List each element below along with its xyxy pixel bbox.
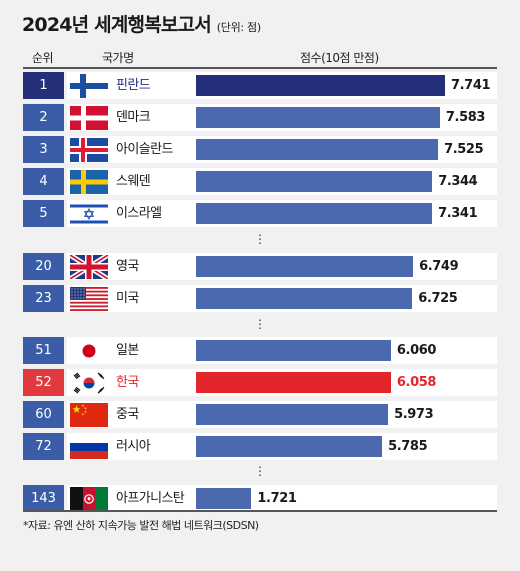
rank-badge: 72 <box>23 433 64 460</box>
score-bar <box>196 107 440 128</box>
score-label: 7.741 <box>451 78 491 93</box>
chart-title-text: 2024년 세계행복보고서 <box>22 14 212 36</box>
country-name: 중국 <box>116 407 139 422</box>
score-label: 5.973 <box>394 407 434 422</box>
country-name: 이스라엘 <box>116 206 162 221</box>
score-label: 1.721 <box>257 491 297 506</box>
country-name: 덴마크 <box>116 110 151 125</box>
header-score: 점수(10점 만점) <box>300 51 379 65</box>
iceland-flag-icon <box>70 138 108 162</box>
sweden-flag-icon <box>70 170 108 194</box>
afghanistan-flag-icon <box>70 487 108 511</box>
row-background <box>67 485 497 512</box>
score-label: 7.583 <box>445 110 486 125</box>
rank-badge: 20 <box>23 253 64 280</box>
chart-title: 2024년 세계행복보고서 (단위: 점) <box>22 10 261 37</box>
country-name: 영국 <box>116 259 139 274</box>
score-bar <box>196 139 439 160</box>
russia-flag-icon <box>70 435 108 459</box>
rank-badge: 23 <box>23 285 64 312</box>
country-name: 아이슬란드 <box>116 142 173 157</box>
rank-badge: 1 <box>23 72 64 99</box>
score-bar <box>196 488 252 509</box>
score-label: 6.725 <box>418 291 458 306</box>
score-bar <box>196 340 391 361</box>
score-bar <box>196 203 433 224</box>
score-label: 6.058 <box>396 375 437 390</box>
rank-badge: 51 <box>23 337 64 364</box>
country-name: 미국 <box>116 291 139 306</box>
source-note: *자료: 유엔 산하 지속가능 발전 해법 네트워크(SDSN) <box>23 519 259 532</box>
score-bar <box>196 404 389 425</box>
korea-flag-icon <box>70 371 108 395</box>
usa-flag-icon <box>70 287 108 311</box>
score-label: 5.785 <box>388 439 428 454</box>
rank-badge: 3 <box>23 136 64 163</box>
denmark-flag-icon <box>70 106 108 130</box>
rank-badge: 143 <box>23 485 64 512</box>
rank-badge: 5 <box>23 200 64 227</box>
country-name: 일본 <box>116 343 139 358</box>
score-label: 6.749 <box>419 259 459 274</box>
header-rank: 순위 <box>32 51 54 65</box>
rank-badge: 60 <box>23 401 64 428</box>
ellipsis-marker: ⋮ <box>254 317 266 331</box>
country-name: 러시아 <box>116 439 151 454</box>
country-name: 핀란드 <box>116 78 151 93</box>
score-label: 6.060 <box>396 343 437 358</box>
finland-flag-icon <box>70 74 108 98</box>
header-country: 국가명 <box>102 51 134 65</box>
country-name: 스웨덴 <box>116 174 151 189</box>
unit-note: (단위: 점) <box>216 21 261 34</box>
score-bar <box>196 171 433 192</box>
score-bar <box>196 288 413 309</box>
rank-badge: 2 <box>23 104 64 131</box>
rank-badge: 4 <box>23 168 64 195</box>
score-label: 7.341 <box>438 206 478 221</box>
ellipsis-marker: ⋮ <box>254 232 266 246</box>
uk-flag-icon <box>70 255 108 279</box>
score-label: 7.525 <box>444 142 484 157</box>
japan-flag-icon <box>70 339 108 363</box>
score-bar <box>196 75 445 96</box>
country-name: 한국 <box>116 375 139 390</box>
score-bar <box>196 436 383 457</box>
ellipsis-marker: ⋮ <box>254 464 266 478</box>
rank-badge: 52 <box>23 369 64 396</box>
country-name: 아프가니스탄 <box>116 491 185 506</box>
score-bar <box>196 372 391 393</box>
header-divider <box>23 67 497 69</box>
score-bar <box>196 256 414 277</box>
china-flag-icon <box>70 403 108 427</box>
footer-divider <box>23 510 497 512</box>
score-label: 7.344 <box>438 174 478 189</box>
israel-flag-icon <box>70 202 108 226</box>
